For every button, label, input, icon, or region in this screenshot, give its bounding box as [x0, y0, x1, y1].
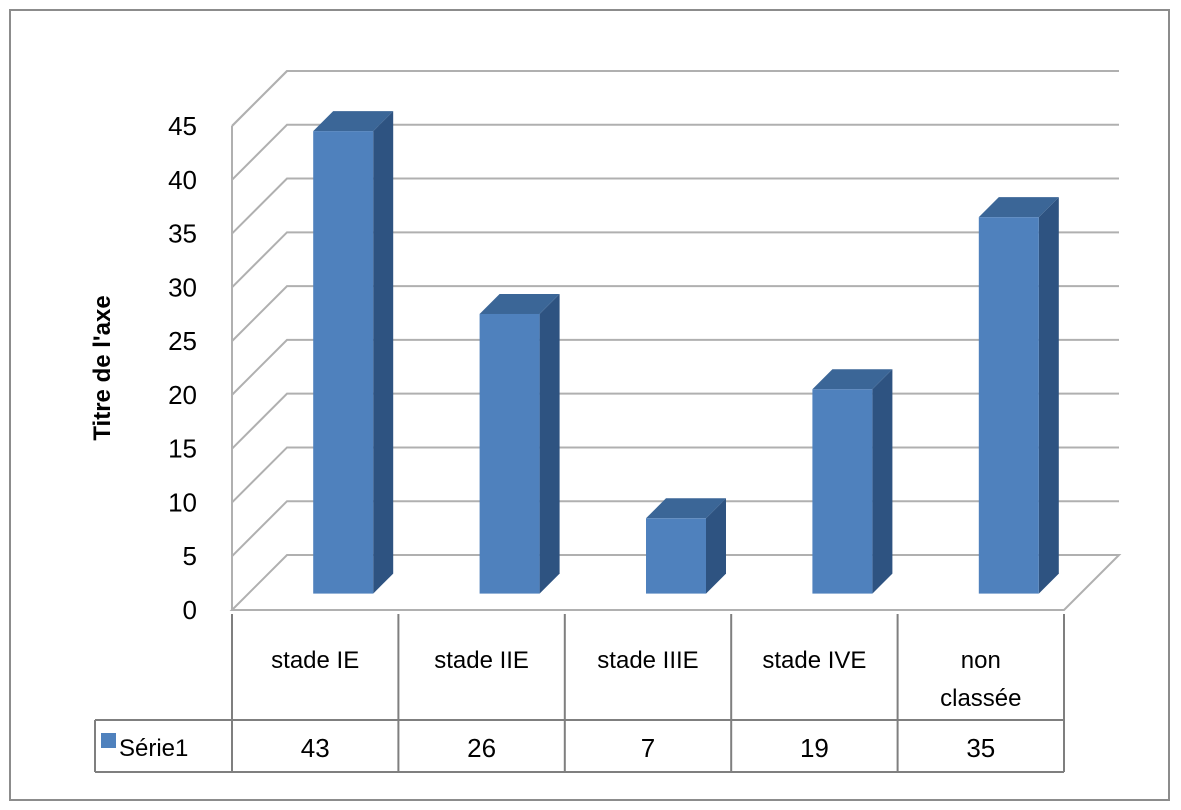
gridline	[231, 177, 1119, 235]
x-tick-label: non	[961, 647, 1001, 674]
bar	[646, 518, 706, 594]
bar-side	[706, 498, 726, 594]
y-tick-label: 5	[183, 541, 197, 571]
data-label: 19	[800, 733, 829, 763]
y-axis-title: Titre de l'axe	[89, 295, 116, 440]
bar-side	[373, 111, 394, 594]
data-label: 26	[467, 733, 496, 763]
floor	[229, 554, 1122, 611]
bar	[978, 217, 1039, 594]
x-tick-label: classée	[940, 685, 1021, 712]
bar-group	[313, 111, 394, 594]
bar	[812, 389, 873, 594]
gridline	[231, 231, 1119, 289]
data-table: stade IE 43 stade IIE 26 stade IIIE 7 stade IV…	[94, 614, 1065, 773]
x-tick-label: stade IE	[271, 647, 359, 674]
y-tick-labels: 0 5 10 15 20 25 30 35 40 45	[168, 111, 197, 625]
bar-top	[812, 369, 893, 390]
bar-group	[646, 498, 726, 594]
legend-label: Série1	[119, 735, 188, 762]
x-tick-label: stade IVE	[762, 647, 866, 674]
y-tick-label: 45	[168, 111, 197, 141]
bar-top	[479, 293, 560, 314]
chart-frame	[9, 9, 1170, 801]
bar-side	[539, 293, 560, 594]
data-label: 7	[641, 733, 655, 763]
y-tick-label: 25	[168, 326, 197, 356]
bar-side	[872, 369, 893, 594]
bar	[313, 131, 374, 594]
bar-top	[646, 498, 726, 519]
data-label: 35	[966, 733, 995, 763]
y-tick-label: 0	[183, 595, 197, 625]
bar	[479, 313, 540, 594]
bar-group	[479, 293, 560, 594]
y-tick-label: 10	[168, 487, 197, 517]
x-tick-label: stade IIIE	[597, 647, 698, 674]
y-tick-label: 20	[168, 380, 197, 410]
x-tick-label: stade IIE	[434, 647, 529, 674]
y-tick-label: 15	[168, 434, 197, 464]
gridline	[231, 338, 1119, 396]
y-tick-label: 30	[168, 272, 197, 302]
gridline	[231, 285, 1119, 342]
gridline	[231, 123, 1119, 181]
bar-top	[313, 111, 394, 132]
y-tick-label: 40	[168, 165, 197, 195]
data-label: 43	[301, 733, 330, 763]
y-tick-label: 35	[168, 219, 197, 249]
bar-side	[1038, 197, 1059, 594]
bars	[313, 111, 1059, 594]
gridline	[231, 70, 1119, 127]
legend-key	[101, 733, 116, 748]
bar-group	[978, 197, 1059, 594]
bar-top	[978, 197, 1059, 218]
bar-group	[812, 369, 893, 594]
